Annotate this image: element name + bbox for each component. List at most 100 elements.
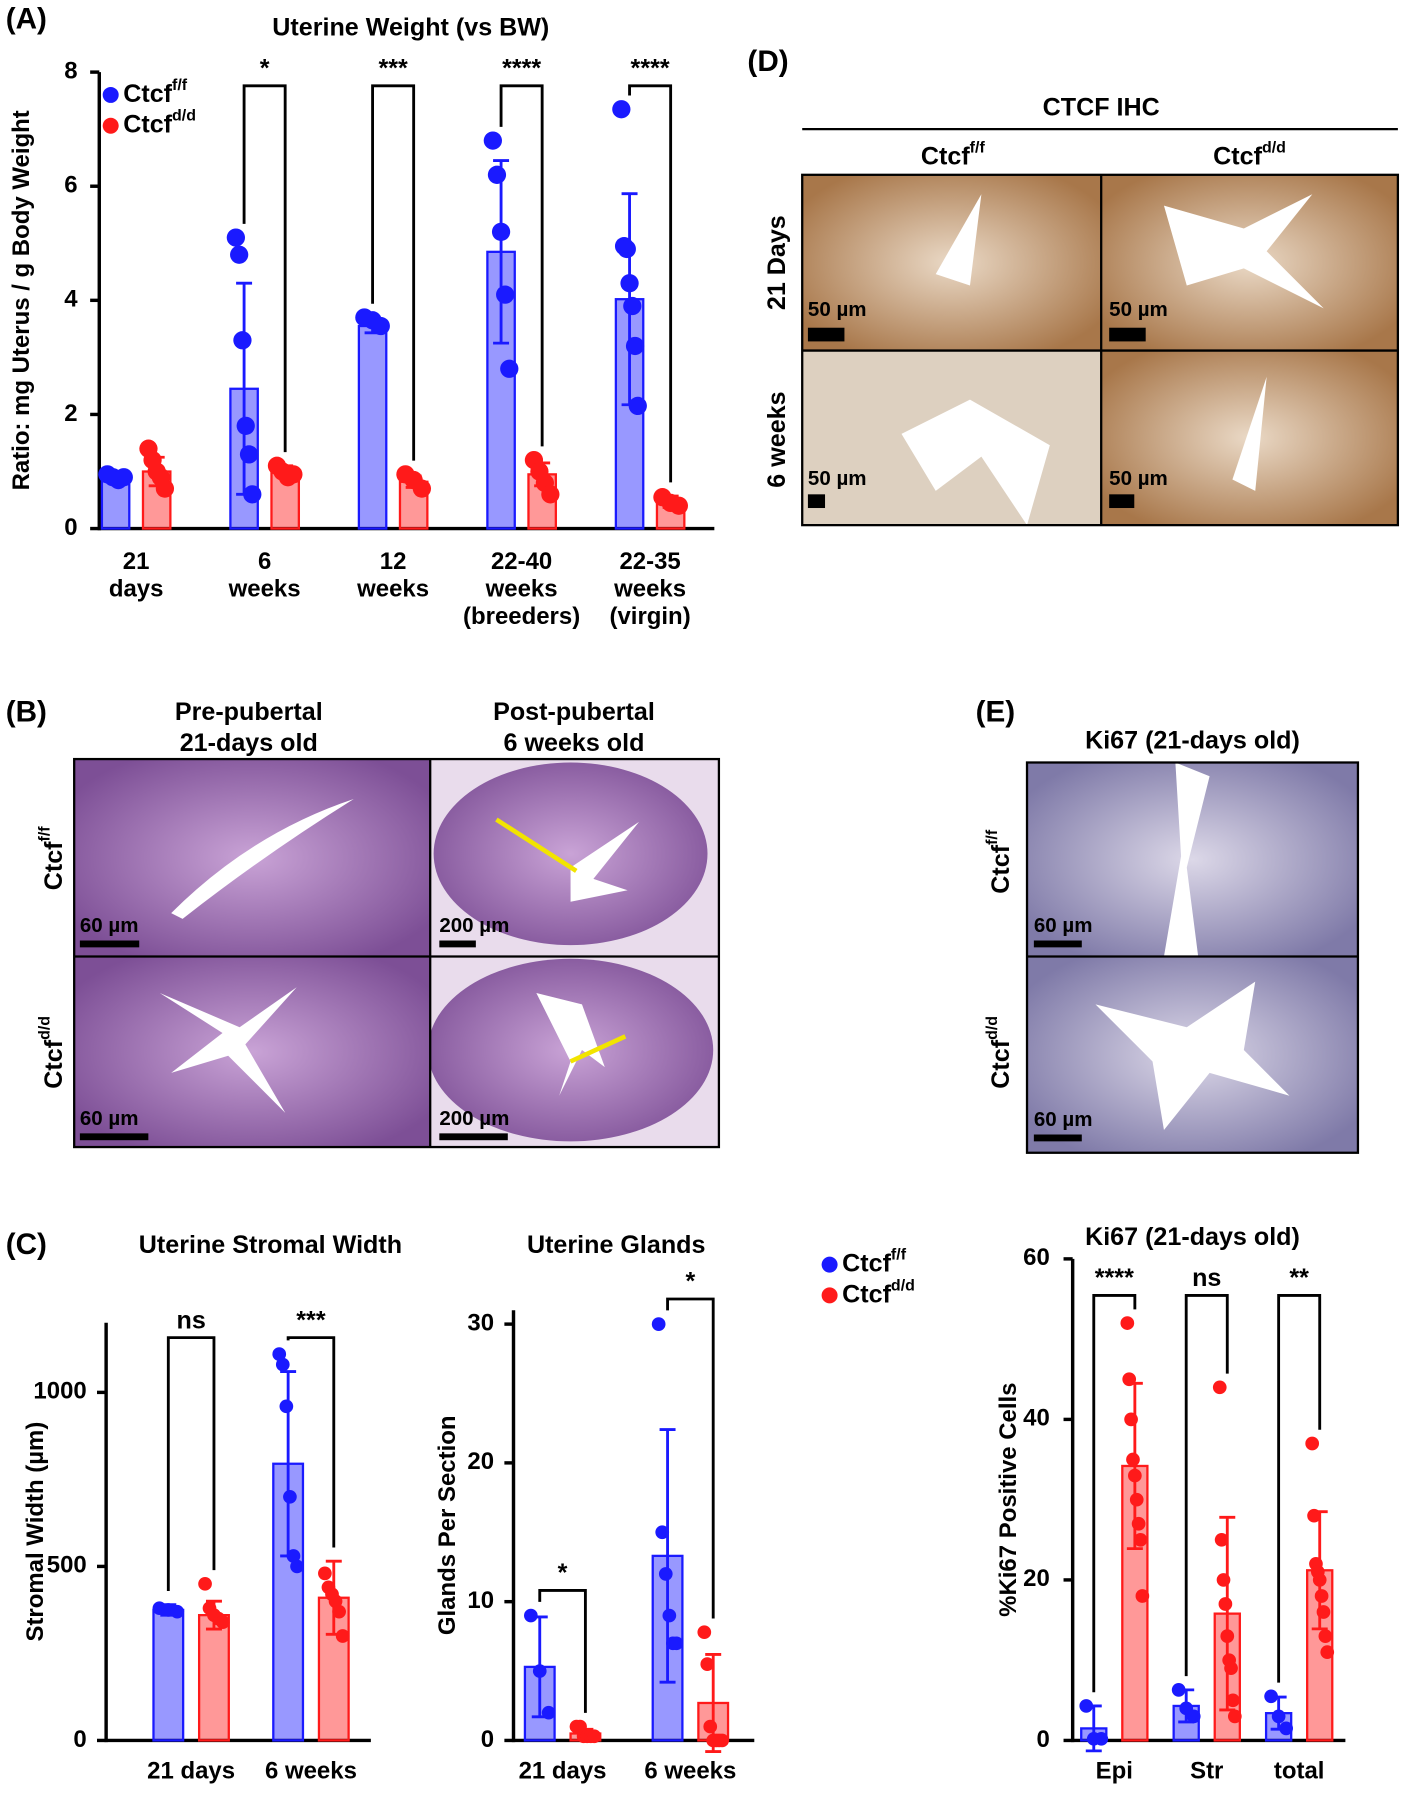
lumen (901, 399, 1050, 526)
scale-label: 60 µm (80, 1107, 139, 1130)
panel-title: Ki67 (21-days old) (1085, 727, 1300, 755)
scale-label: 50 µm (1109, 298, 1168, 321)
x-tick-label: 22-35 (619, 548, 680, 575)
scale-bar (807, 494, 826, 509)
panel-title: CTCF IHC (1043, 93, 1160, 121)
significance-bracket (1277, 1293, 1322, 1683)
significance-label: *** (296, 1306, 326, 1334)
significance-label: **** (502, 54, 541, 82)
scale-bar (1109, 494, 1135, 509)
data-point (483, 131, 502, 150)
significance-bracket (1184, 1293, 1229, 1677)
data-point (226, 228, 246, 247)
data-point (669, 496, 688, 515)
panel-label: (D) (747, 45, 788, 78)
y-tick-label: 4 (64, 286, 78, 313)
arrow (495, 817, 578, 873)
bar (357, 324, 388, 530)
significance-label: * (558, 1559, 568, 1587)
significance-bracket (371, 84, 416, 461)
data-point (286, 1549, 301, 1563)
data-point (1094, 1731, 1109, 1746)
y-tick-label: 0 (73, 1726, 86, 1753)
y-tick-label: 2 (64, 400, 77, 427)
y-tick-label: 8 (64, 57, 77, 84)
row-label-text: Ctcf (987, 844, 1015, 893)
significance-bracket (242, 84, 287, 453)
legend-label: Ctcfd/d (842, 1277, 915, 1308)
legend-name: Ctcf (842, 1249, 891, 1277)
y-axis-label: Glands Per Section (434, 1416, 461, 1636)
data-point (662, 1608, 677, 1623)
scale-label: 200 µm (439, 1107, 509, 1130)
panel-label: (E) (976, 695, 1016, 728)
panel-label: (C) (6, 1228, 47, 1261)
data-point (216, 1615, 230, 1629)
y-tick-label: 0 (64, 514, 77, 541)
x-tick-label: Epi (1096, 1758, 1133, 1785)
legend-sup: f/f (891, 1247, 907, 1264)
y-tick-label: 6 (64, 172, 77, 199)
x-tick-label: 6 weeks (265, 1758, 357, 1785)
row-label-text: Ctcf (39, 841, 67, 890)
data-point (284, 465, 303, 484)
data-point (371, 316, 390, 336)
data-point (1079, 1699, 1094, 1713)
data-point (328, 1594, 343, 1609)
row-label-text: Ctcf (987, 1039, 1015, 1088)
data-point (1218, 1597, 1233, 1611)
column-title-text: Ctcf (921, 142, 970, 170)
data-point (617, 239, 636, 259)
data-point (1307, 1508, 1321, 1523)
data-point (1227, 1709, 1242, 1724)
chart: Ki67 (21-days old) %Ki67 Positive Cells 0 2… (995, 1223, 1346, 1785)
row-label-sup: d/d (984, 1016, 1001, 1040)
data-point (658, 1567, 673, 1581)
arrow (569, 1034, 627, 1064)
frame (73, 757, 721, 1149)
column-title: Ctcff/f (921, 140, 986, 171)
data-point (1171, 1683, 1186, 1697)
data-point (491, 222, 511, 241)
data-point (114, 468, 133, 487)
data-point (1129, 1492, 1144, 1507)
significance-bracket (538, 1589, 587, 1713)
x-tick-label: weeks (356, 576, 429, 603)
significance-label: ns (176, 1306, 205, 1334)
x-tick-label: 21 days (519, 1758, 607, 1785)
lumen (570, 821, 640, 902)
data-point (1128, 1468, 1142, 1483)
data-point (1186, 1709, 1201, 1724)
significance-label: * (260, 54, 270, 82)
significance-bracket (1092, 1293, 1137, 1693)
column-title: Pre-pubertal (175, 698, 323, 726)
x-tick-label: days (109, 576, 164, 603)
legend-name: Ctcf (842, 1280, 891, 1308)
micrograph-grid (801, 128, 1400, 527)
y-tick-label: 20 (1023, 1565, 1050, 1592)
significance-bracket (166, 1336, 216, 1592)
lumen (159, 987, 297, 1113)
data-point (155, 479, 175, 498)
data-point (1279, 1721, 1294, 1736)
data-point (272, 1347, 287, 1361)
data-point (1264, 1689, 1278, 1704)
data-point (625, 336, 645, 356)
data-point (1124, 1412, 1138, 1427)
y-tick-label: 0 (1037, 1726, 1050, 1753)
legend-sup: d/d (891, 1277, 915, 1294)
data-point (623, 296, 642, 316)
micrograph-grid (73, 757, 721, 1149)
x-tick-label: (breeders) (463, 603, 580, 630)
scale-label: 50 µm (1109, 467, 1168, 490)
significance-bracket (286, 1336, 336, 1548)
chart-title: Ki67 (21-days old) (1085, 1223, 1300, 1251)
scale-label: 60 µm (1034, 1108, 1093, 1131)
y-axis-label: Stromal Width (µm) (22, 1422, 49, 1642)
row-label: Ctcfd/d (984, 1016, 1015, 1089)
y-tick-label: 40 (1023, 1405, 1050, 1432)
significance-label: * (686, 1268, 696, 1296)
x-tick-label: Str (1190, 1758, 1223, 1785)
scale-bar (439, 940, 476, 948)
error-bar (493, 159, 510, 345)
